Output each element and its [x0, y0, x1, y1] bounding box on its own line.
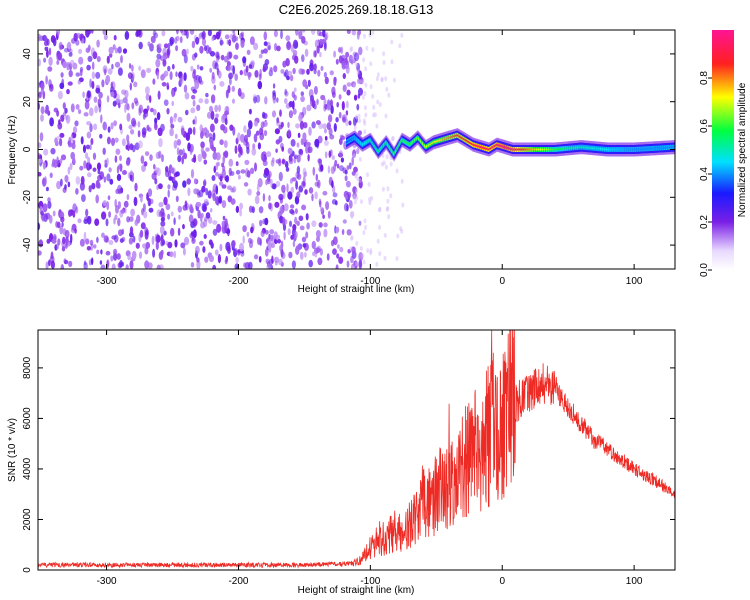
y-tick-label: 2000 — [22, 508, 33, 531]
x-tick-label: -300 — [97, 276, 117, 287]
y-tick-label: 8000 — [22, 356, 33, 379]
y-tick-label: 0 — [22, 567, 33, 573]
colorbar-gradient — [712, 30, 734, 270]
snr-x-ticks: -300 -200 -100 0 100 — [97, 330, 643, 587]
x-tick-label: -200 — [228, 276, 248, 287]
x-tick-label: 0 — [499, 276, 505, 287]
x-tick-label: 0 — [499, 576, 505, 587]
colorbar-tick-label: 0.6 — [699, 119, 710, 133]
colorbar-tick-label: 0.2 — [699, 215, 710, 229]
colorbar-tick-label: 0.4 — [699, 167, 710, 181]
snr-y-ticks: 0 2000 4000 6000 8000 — [22, 356, 675, 573]
spectrogram-x-ticks: -300 -200 -100 0 100 — [97, 30, 643, 287]
colorbar-label: Normalized spectral amplitude — [737, 82, 748, 217]
y-tick-label: 20 — [22, 96, 33, 108]
x-tick-label: -100 — [360, 276, 380, 287]
x-tick-label: -200 — [228, 576, 248, 587]
x-tick-label: -100 — [360, 576, 380, 587]
snr-y-label: SNR (10 * v/v) — [7, 418, 18, 482]
spectrogram-noise-cloud — [38, 30, 405, 269]
y-tick-label: 4000 — [22, 457, 33, 480]
snr-plot-area — [38, 330, 675, 570]
y-tick-label: 6000 — [22, 407, 33, 430]
spectrogram-x-label: Height of straight line (km) — [298, 284, 415, 295]
y-tick-label: 0 — [22, 146, 33, 152]
snr-frame — [37, 329, 676, 571]
y-tick-label: 40 — [22, 48, 33, 60]
colorbar-tick-label: 0.8 — [699, 71, 710, 85]
x-tick-label: 100 — [626, 276, 643, 287]
figure-title: C2E6.2025.269.18.18.G13 — [279, 2, 434, 17]
spectrogram-y-label: Frequency (Hz) — [7, 116, 18, 185]
snr-x-label: Height of straight line (km) — [298, 585, 415, 596]
x-tick-label: 100 — [626, 576, 643, 587]
spectrogram-y-ticks: -40 -20 0 20 40 — [22, 48, 675, 252]
spectrogram-signal-track — [346, 128, 675, 162]
colorbar-ticks: 0.0 0.2 0.4 0.6 0.8 — [699, 71, 712, 277]
x-tick-label: -300 — [97, 576, 117, 587]
y-tick-label: -20 — [22, 190, 33, 205]
colorbar-tick-label: 0.0 — [699, 263, 710, 277]
y-tick-label: -40 — [22, 237, 33, 252]
snr-series — [38, 330, 675, 569]
colorbar: 0.0 0.2 0.4 0.6 0.8 Normalized spectral ampl… — [699, 30, 748, 277]
snr-series-line — [38, 330, 675, 569]
